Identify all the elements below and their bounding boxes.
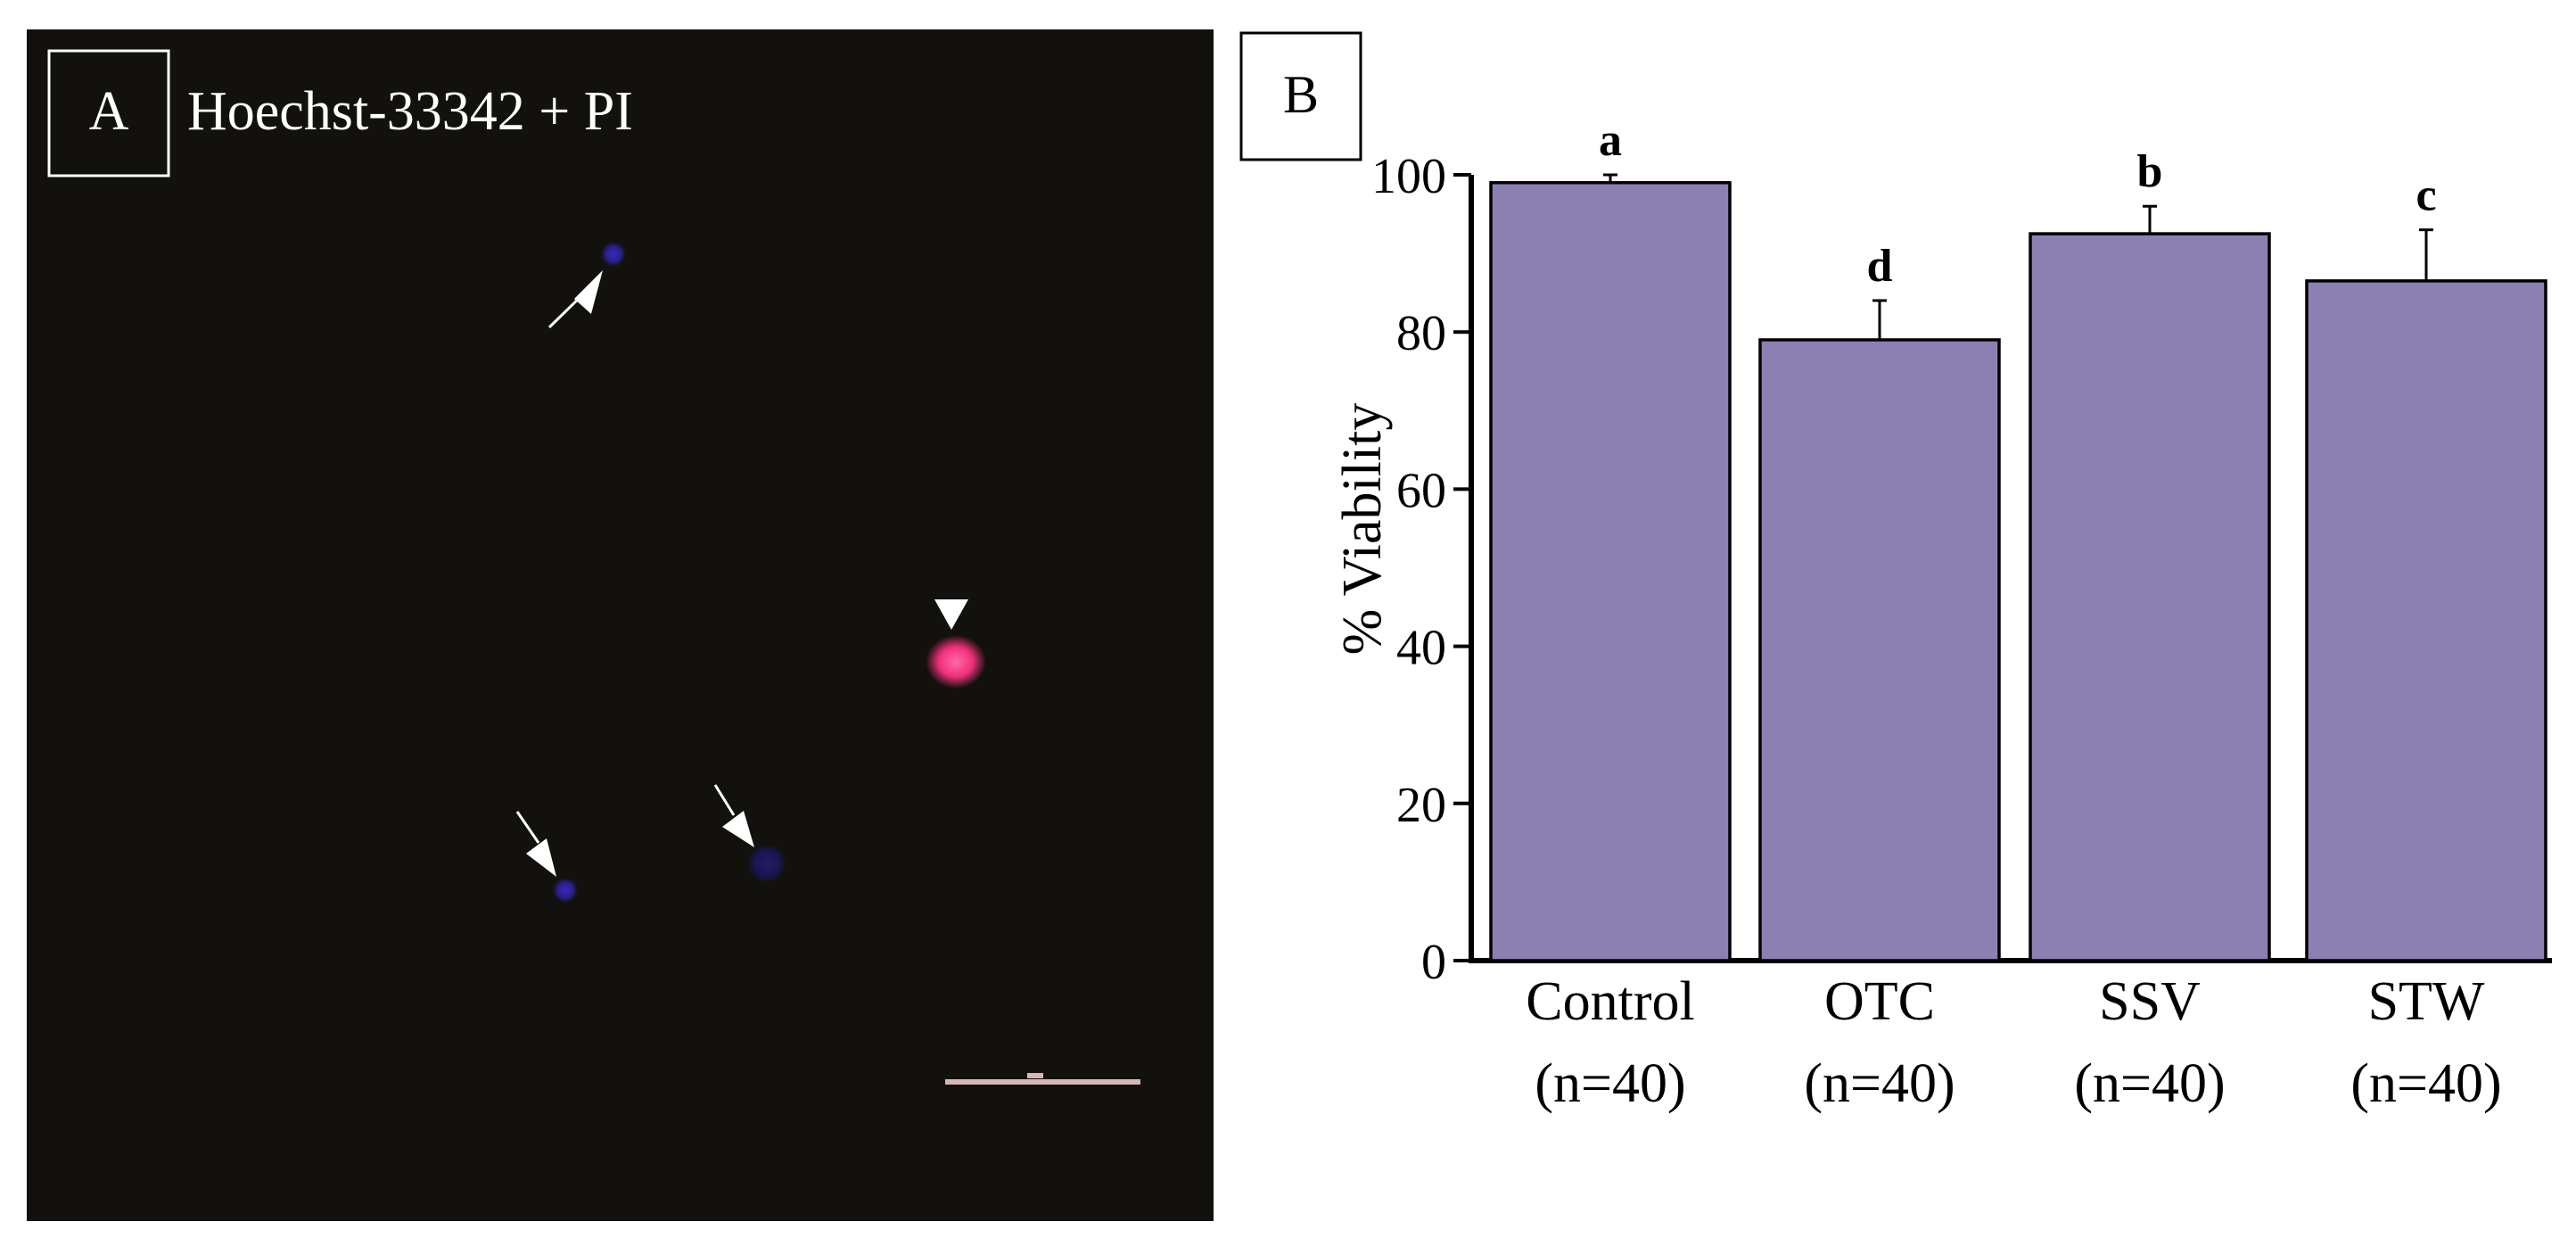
panel-a-title: Hoechst-33342 + PI — [187, 81, 633, 142]
pink-nucleus-dead-cell — [926, 635, 986, 689]
y-ticks: 0 20 40 60 80 100 — [1371, 149, 1471, 990]
blue-nucleus-bottom-left — [553, 878, 578, 903]
x-category-label: Control — [1526, 971, 1694, 1032]
panel-a-letter: A — [89, 81, 129, 142]
x-category-label: STW — [2368, 971, 2485, 1032]
y-tick-label: 20 — [1396, 778, 1446, 833]
x-category-sublabel: (n=40) — [2350, 1053, 2501, 1114]
blue-nucleus-top — [601, 242, 626, 267]
x-category-sublabel: (n=40) — [1804, 1053, 1955, 1114]
error-bar-stw — [2419, 228, 2433, 281]
scale-bar — [945, 1079, 1140, 1085]
x-category-label: SSV — [2099, 971, 2201, 1032]
y-tick-label: 0 — [1421, 935, 1446, 990]
arrow-icon-top — [547, 270, 603, 329]
bars: a Control (n=40) d OTC (n=40) b SSV (n=40) c STW (n… — [1489, 115, 2547, 1114]
error-bar-control — [1603, 173, 1617, 183]
y-tick-label: 80 — [1396, 306, 1446, 361]
y-axis-label: % Viability — [1332, 403, 1393, 656]
scale-bar-label-mark — [1027, 1073, 1043, 1078]
bar-stw — [2305, 279, 2547, 962]
significance-letter: d — [1867, 241, 1893, 292]
x-category-label: OTC — [1824, 971, 1935, 1032]
panel-a: A Hoechst-33342 + PI — [27, 29, 1214, 1221]
y-tick-label: 40 — [1396, 621, 1446, 676]
x-category-sublabel: (n=40) — [1535, 1053, 1685, 1114]
y-tick-label: 100 — [1371, 149, 1446, 204]
significance-letter: c — [2416, 170, 2436, 221]
error-bar-otc — [1872, 299, 1887, 341]
panel-b-letter-box — [1239, 31, 1362, 161]
arrow-icon-bottom-middle — [713, 784, 754, 847]
blue-nucleus-bottom-middle — [747, 844, 786, 883]
arrowhead-icon-dead-cell — [934, 599, 968, 630]
bar-otc — [1758, 338, 2001, 962]
bar-control — [1489, 181, 1732, 962]
error-bar-ssv — [2143, 204, 2157, 235]
x-category-sublabel: (n=40) — [2074, 1053, 2225, 1114]
panel-b: B % Viability 0 20 40 60 80 100 a Control (n=40… — [1239, 31, 2552, 1114]
micrograph-background — [27, 29, 1214, 1221]
arrow-icon-bottom-left — [515, 811, 556, 877]
significance-letter: b — [2137, 146, 2163, 197]
y-tick-label: 60 — [1396, 463, 1446, 518]
bar-ssv — [2029, 232, 2271, 962]
panel-b-letter: B — [1283, 65, 1319, 124]
panel-a-letter-box — [47, 49, 170, 177]
significance-letter: a — [1599, 115, 1622, 166]
